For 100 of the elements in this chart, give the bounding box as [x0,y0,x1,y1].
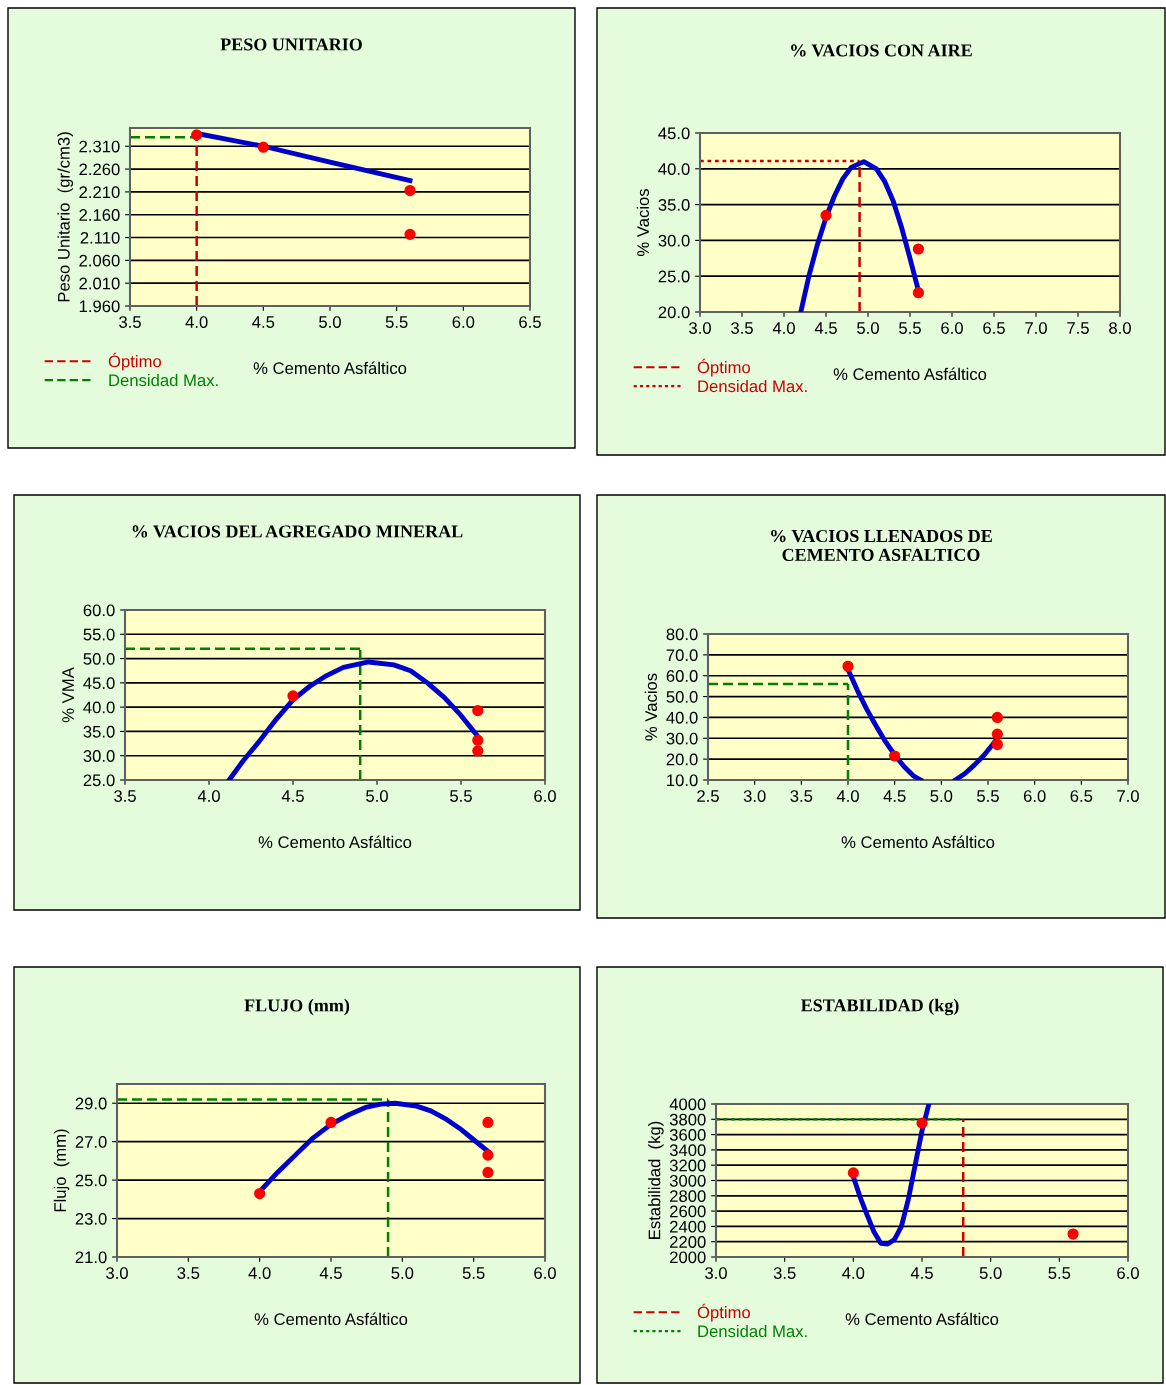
point [191,129,203,141]
x-tick-label: 4.5 [319,1267,342,1279]
x-tick-label: 3.0 [689,322,711,334]
point [482,1166,494,1179]
x-tick-label: 4.5 [281,790,304,802]
y-tick-label: 23.0 [75,1212,107,1225]
x-tick-label: 7.0 [1117,790,1139,802]
y-tick-label: 40.0 [83,701,115,714]
x-tick-label: 5.5 [1048,1267,1071,1279]
y-tick-label: 40.0 [658,163,690,175]
x-tick-label: 7.5 [1067,322,1089,334]
x-tick-label: 5.0 [930,790,953,802]
x-tick-label: 3.0 [705,1267,727,1279]
x-tick-label: 5.0 [391,1267,414,1279]
y-tick-label: 3000 [669,1174,706,1187]
x-tick-label: 3.5 [177,1267,200,1279]
x-tick-label: 5.0 [857,322,879,334]
point [254,1187,266,1200]
y-tick-label: 2.060 [79,254,120,267]
x-tick-label: 6.0 [534,1267,556,1279]
y-axis-title: % Vacios [636,188,649,257]
x-tick-label: 6.0 [534,790,556,802]
y-tick-label: 35.0 [658,199,690,211]
y-axis-title: Flujo (mm) [53,1129,70,1212]
y-tick-label: 2.210 [79,186,120,199]
x-tick-label: 2.5 [697,790,719,802]
y-tick-label: 20.0 [658,306,690,319]
x-tick-label: 4.5 [252,316,275,328]
point [912,287,925,299]
y-tick-label: 50.0 [666,690,698,703]
y-tick-label: 10.0 [667,774,698,787]
y-tick-label: 35.0 [83,725,115,738]
y-tick-label: 25.0 [658,270,690,283]
x-tick-label: 6.5 [983,322,1005,334]
y-tick-label: 2.310 [79,140,120,153]
y-tick-label: 60.0 [666,670,698,682]
y-tick-label: 30.0 [83,750,115,762]
y-tick-label: 2.260 [79,163,120,176]
x-tick-label: 3.5 [114,790,136,802]
point [991,728,1003,740]
y-tick-label: 1.960 [79,300,120,313]
y-tick-label: 25.0 [83,774,115,787]
y-tick-label: 30.0 [658,234,690,247]
x-tick-label: 4.0 [197,790,220,802]
x-tick-label: 4.0 [248,1267,271,1279]
y-tick-label: 29.0 [75,1097,107,1110]
point [991,711,1003,724]
x-tick-label: 5.5 [899,322,921,334]
x-tick-label: 6.0 [452,316,475,328]
x-tick-label: 5.5 [450,790,472,802]
x-axis-title: % Cemento Asfáltico [258,835,412,849]
x-tick-label: 6.5 [519,316,541,328]
y-axis-title: Peso Unitario (gr/cm3) [57,132,74,302]
y-tick-label: 70.0 [666,649,698,662]
point [287,690,299,702]
point [257,141,269,153]
x-tick-label: 6.0 [941,322,963,334]
point [842,660,854,672]
y-axis-title: Estabilidad (kg) [648,1121,664,1239]
x-axis-title: % Cemento Asfáltico [833,367,987,381]
legend-label: Densidad Max. [698,1324,807,1338]
y-tick-label: 2.160 [79,209,120,221]
x-tick-label: 5.0 [319,316,341,328]
chart-title: PESO UNITARIO [220,38,362,51]
y-tick-label: 55.0 [83,628,115,641]
point [916,1117,928,1129]
y-tick-label: 80.0 [666,628,698,641]
y-tick-label: 30.0 [666,732,698,745]
y-tick-label: 60.0 [83,604,115,617]
y-tick-label: 3600 [669,1129,706,1141]
x-tick-label: 4.5 [883,790,906,802]
point [991,738,1003,751]
x-tick-label: 7.0 [1025,322,1047,334]
y-tick-label: 2600 [670,1205,706,1218]
point [472,734,484,746]
y-tick-label: 20.0 [666,753,698,766]
x-tick-label: 3.5 [731,322,753,334]
x-tick-label: 4.0 [836,790,859,802]
y-tick-label: 3200 [669,1159,706,1172]
y-tick-label: 45.0 [658,127,690,140]
y-tick-label: 2.110 [80,231,120,244]
x-axis-title: % Cemento Asfáltico [254,1312,408,1326]
y-tick-label: 2.010 [79,277,120,290]
legend-label: Óptimo [697,1303,751,1322]
x-tick-label: 5.5 [977,790,999,802]
legend-label: Densidad Max. [109,373,218,387]
point [889,750,901,762]
x-tick-label: 6.5 [1070,790,1093,802]
chart-title: FLUJO (mm) [244,998,350,1016]
y-tick-label: 2800 [670,1190,706,1202]
x-tick-label: 3.0 [106,1267,128,1279]
x-tick-label: 6.0 [1023,790,1046,802]
point [472,704,484,717]
x-tick-label: 3.5 [773,1267,796,1279]
x-tick-label: 4.5 [910,1267,933,1279]
legend-label: Óptimo [108,352,162,371]
point [820,209,832,221]
x-tick-label: 4.5 [814,322,837,334]
x-tick-label: 5.5 [462,1267,485,1279]
x-tick-label: 3.0 [743,790,766,802]
